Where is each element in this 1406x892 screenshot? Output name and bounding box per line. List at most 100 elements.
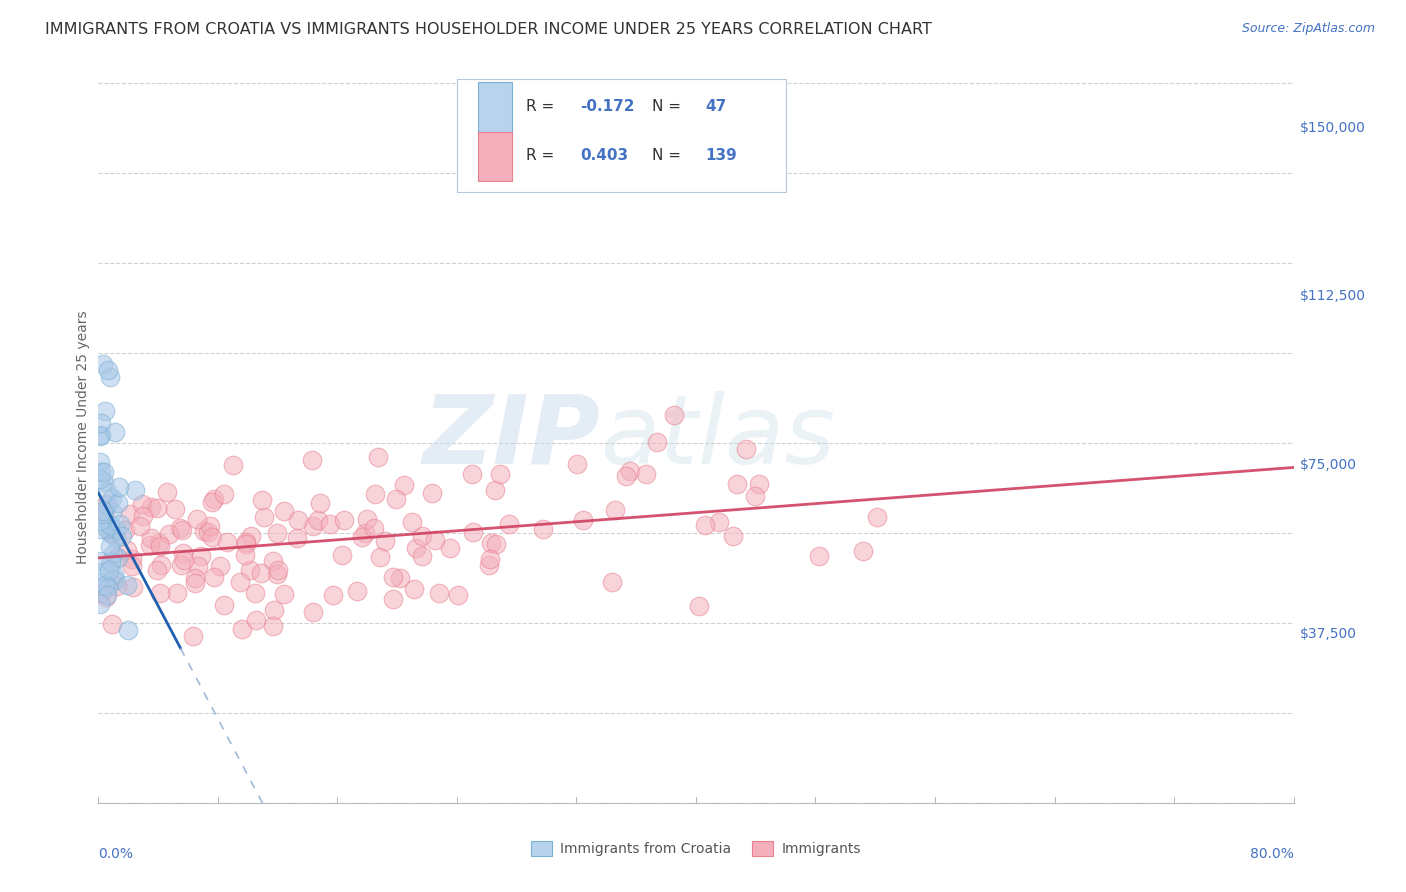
Point [356, 512, 378, 526]
Point [96, 588, 118, 602]
Point [150, 558, 173, 573]
Text: $37,500: $37,500 [1299, 627, 1357, 641]
Point [145, 501, 167, 516]
Point [287, 513, 309, 527]
Point [90, 586, 112, 600]
Point [619, 464, 641, 478]
Text: $75,000: $75,000 [1299, 458, 1357, 472]
Point [91, 504, 114, 518]
Point [209, 559, 232, 574]
Point [266, 563, 288, 577]
Point [481, 536, 503, 550]
Point [427, 586, 450, 600]
Point [266, 525, 288, 540]
Point [614, 469, 637, 483]
Point [121, 558, 143, 573]
Point [250, 493, 273, 508]
Point [322, 588, 344, 602]
Point [108, 516, 131, 531]
Point [404, 582, 426, 596]
Text: ZIP: ZIP [422, 391, 600, 483]
Point [235, 535, 257, 549]
Point [169, 558, 191, 572]
Point [405, 541, 427, 556]
Point [122, 580, 145, 594]
Point [229, 574, 252, 589]
Point [94, 578, 117, 592]
Point [636, 467, 658, 481]
Point [384, 491, 406, 506]
Point [183, 571, 205, 585]
Point [103, 568, 125, 582]
FancyBboxPatch shape [478, 131, 512, 181]
Point [138, 538, 160, 552]
Point [744, 489, 766, 503]
Point [425, 533, 447, 547]
Point [107, 550, 129, 565]
Point [96, 484, 118, 499]
Point [104, 573, 127, 587]
Point [411, 529, 433, 543]
Point [266, 567, 288, 582]
Point [498, 516, 520, 531]
Point [446, 588, 468, 602]
Point [96, 498, 118, 512]
Point [156, 484, 179, 499]
Point [115, 578, 138, 592]
Point [460, 467, 482, 481]
Point [354, 525, 377, 540]
Point [172, 546, 194, 560]
Point [190, 549, 212, 563]
Point [489, 467, 512, 481]
Point [169, 521, 191, 535]
Point [695, 518, 717, 533]
Point [103, 547, 125, 561]
Point [411, 549, 433, 564]
Point [101, 491, 124, 505]
Point [198, 519, 221, 533]
Point [101, 572, 124, 586]
Text: 47: 47 [706, 99, 727, 114]
Point [215, 535, 238, 549]
Point [111, 529, 134, 543]
Point [148, 536, 170, 550]
Point [332, 514, 354, 528]
Point [117, 623, 139, 637]
Legend: Immigrants from Croatia, Immigrants: Immigrants from Croatia, Immigrants [526, 836, 866, 862]
Point [129, 519, 152, 533]
Point [149, 586, 172, 600]
Point [647, 434, 669, 449]
Point [141, 531, 163, 545]
Point [89, 523, 111, 537]
Point [222, 458, 245, 472]
Point [98, 370, 121, 384]
Point [91, 358, 114, 372]
Point [121, 551, 143, 566]
Point [307, 513, 329, 527]
Point [330, 548, 353, 562]
Point [734, 442, 756, 457]
Point [262, 619, 284, 633]
Point [146, 563, 169, 577]
Point [389, 571, 412, 585]
Text: N =: N = [652, 148, 686, 163]
Point [367, 450, 389, 465]
Point [212, 487, 235, 501]
Point [89, 428, 111, 442]
Point [485, 537, 508, 551]
Point [90, 417, 112, 431]
Point [93, 475, 115, 489]
Point [285, 531, 308, 545]
Point [139, 500, 162, 514]
Point [90, 466, 112, 480]
Point [105, 531, 128, 545]
Text: R =: R = [526, 148, 560, 163]
Point [233, 549, 256, 563]
Point [725, 477, 748, 491]
Text: IMMIGRANTS FROM CROATIA VS IMMIGRANTS HOUSEHOLDER INCOME UNDER 25 YEARS CORRELAT: IMMIGRANTS FROM CROATIA VS IMMIGRANTS HO… [45, 22, 932, 37]
Point [90, 427, 112, 442]
Point [183, 629, 205, 643]
Point [98, 518, 121, 533]
Point [319, 516, 342, 531]
Point [131, 498, 153, 512]
